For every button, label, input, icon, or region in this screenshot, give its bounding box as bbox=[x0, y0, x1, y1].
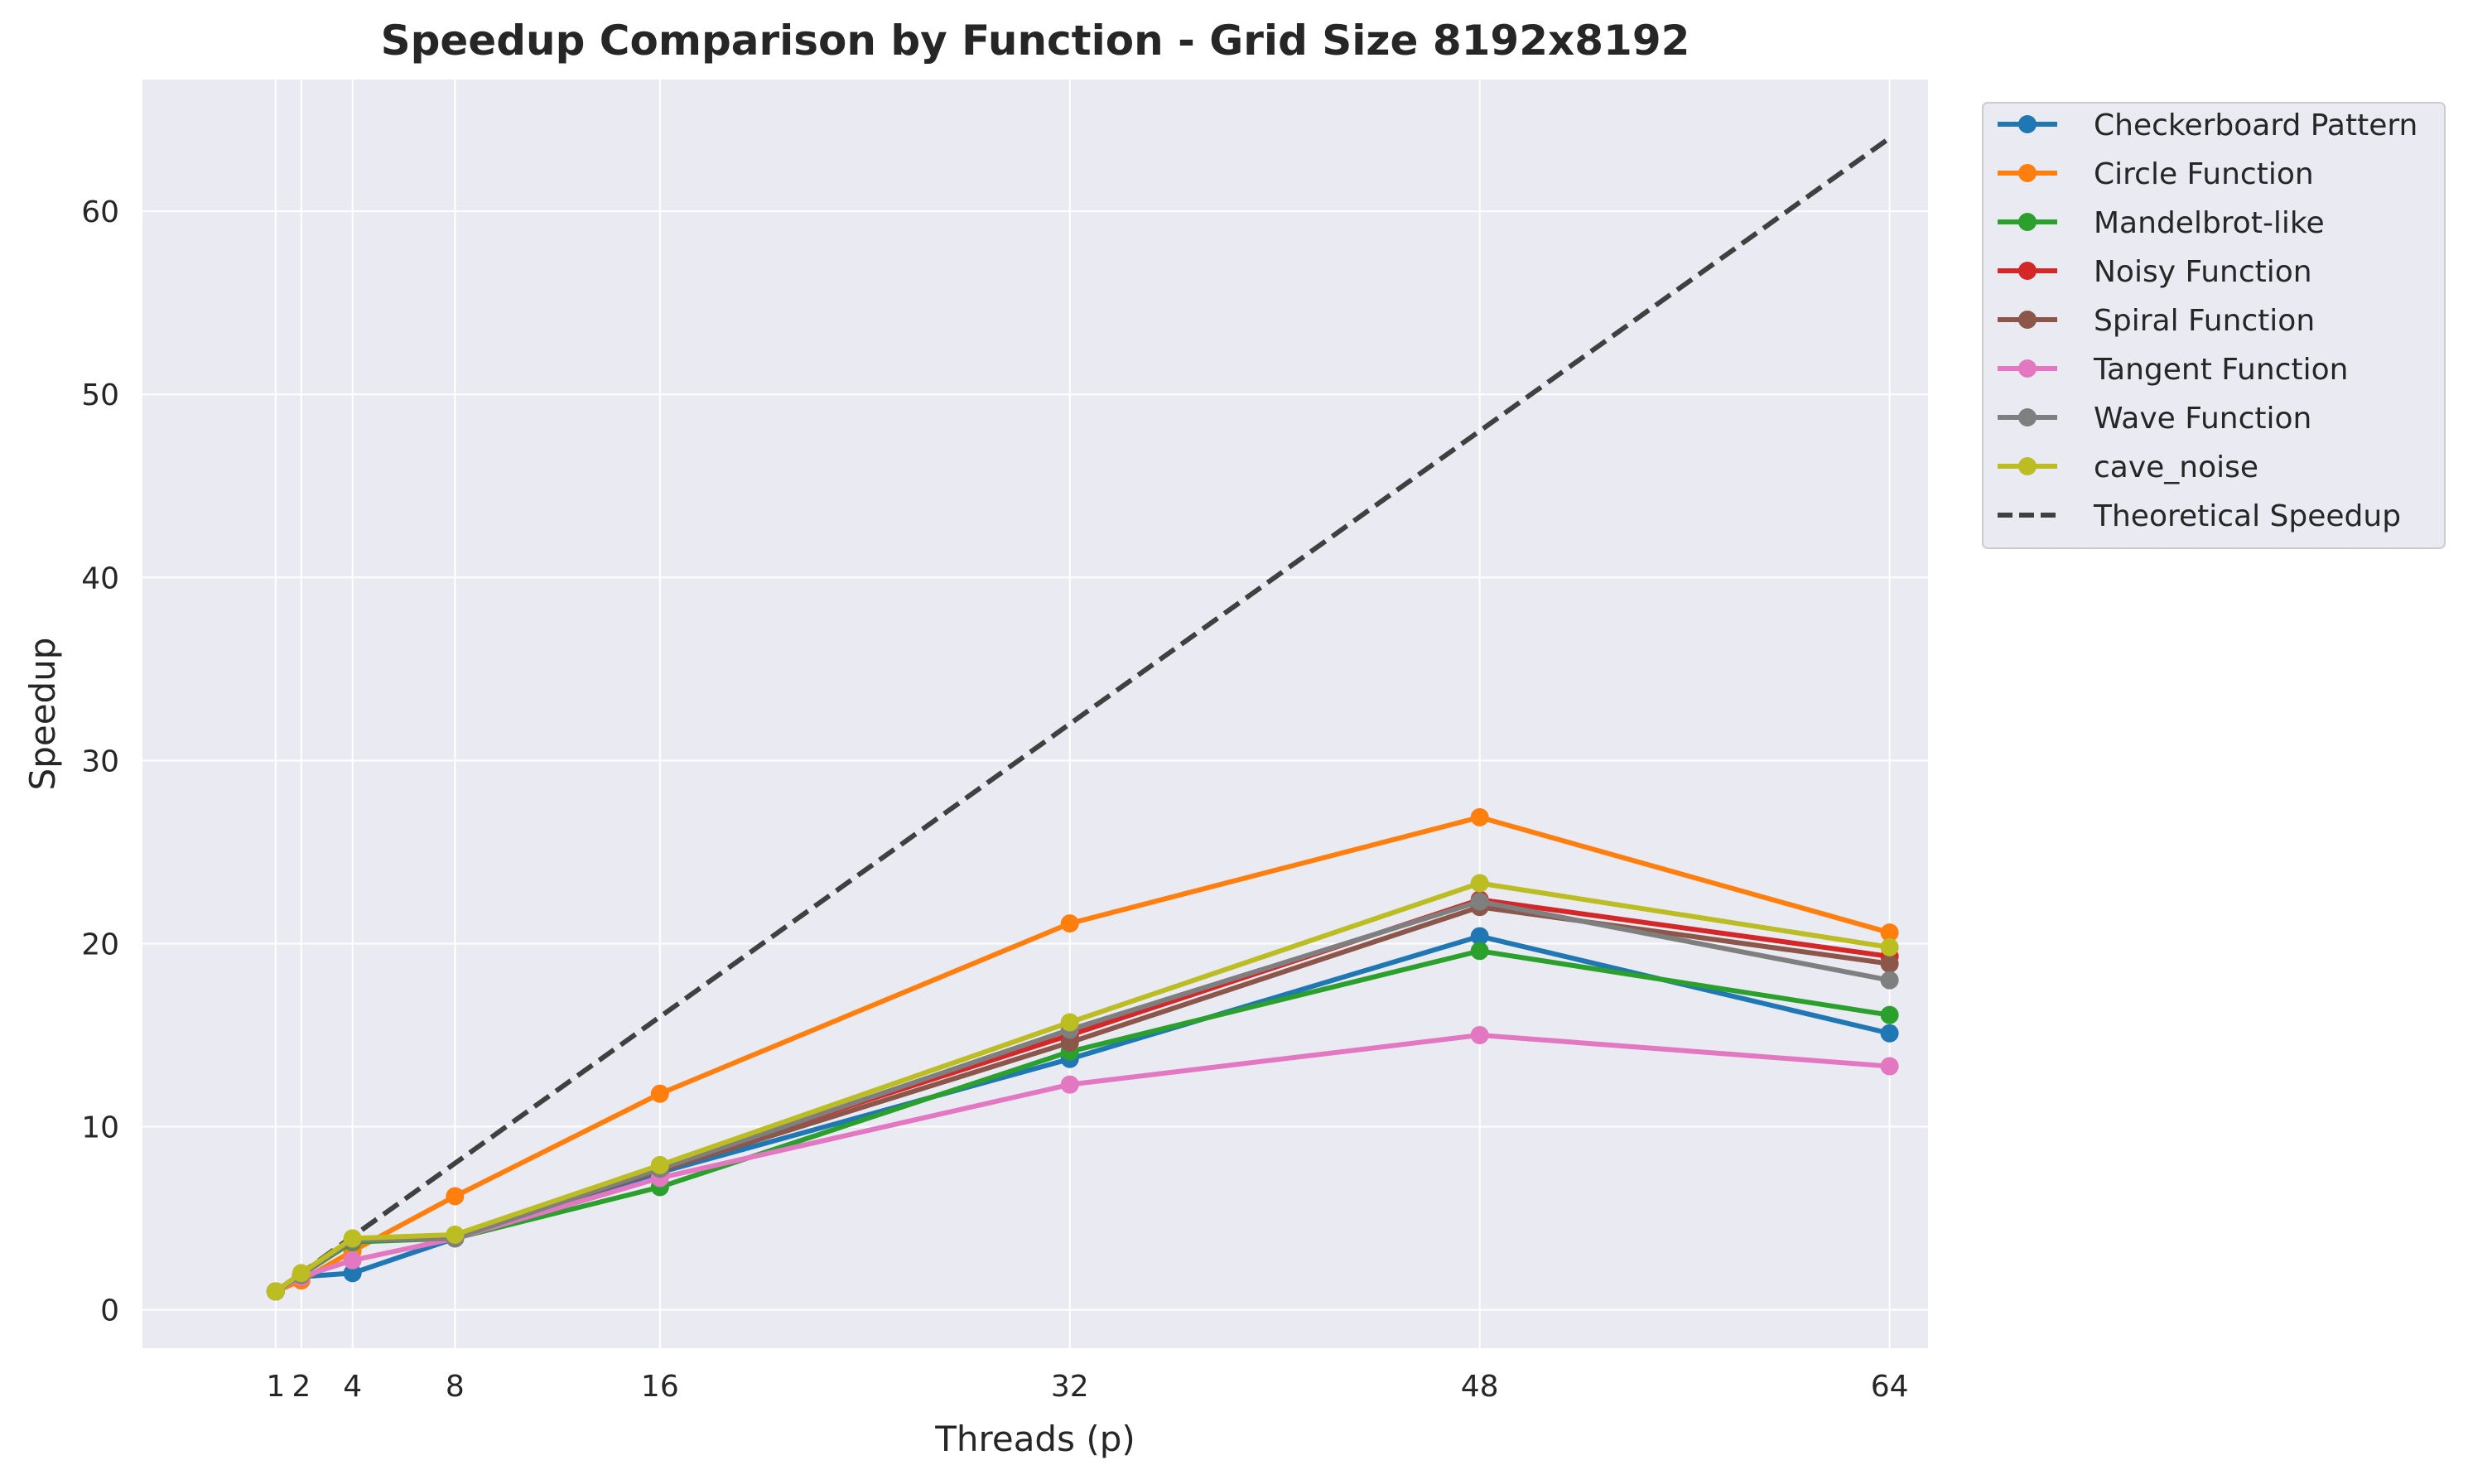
data-point bbox=[343, 1250, 362, 1270]
legend-marker bbox=[2018, 115, 2037, 133]
x-tick-labels: 1 2 4 8 16 32 48 64 bbox=[266, 1370, 1908, 1404]
legend-label: Circle Function bbox=[2094, 157, 2314, 191]
data-point bbox=[343, 1229, 362, 1248]
data-point bbox=[1470, 1025, 1489, 1044]
legend-label: Noisy Function bbox=[2094, 255, 2312, 289]
legend-marker bbox=[2018, 311, 2037, 329]
data-point bbox=[266, 1282, 285, 1301]
x-tick-label: 48 bbox=[1461, 1370, 1499, 1404]
data-point bbox=[1880, 923, 1899, 942]
y-tick-label: 60 bbox=[81, 195, 119, 229]
legend-marker bbox=[2018, 164, 2037, 182]
x-tick-label: 4 bbox=[343, 1370, 362, 1404]
y-tick-label: 0 bbox=[100, 1294, 119, 1328]
x-tick-label: 1 bbox=[266, 1370, 285, 1404]
data-point bbox=[1060, 914, 1079, 933]
data-point bbox=[650, 1084, 669, 1103]
legend-label: Wave Function bbox=[2094, 402, 2311, 436]
data-point bbox=[1060, 1075, 1079, 1094]
x-tick-label: 2 bbox=[292, 1370, 311, 1404]
data-point bbox=[1470, 927, 1489, 946]
legend: Checkerboard Pattern Circle Function Mande… bbox=[1982, 102, 2446, 549]
legend-label: cave_noise bbox=[2094, 450, 2258, 484]
legend-box bbox=[1982, 102, 2446, 549]
legend-item-noisy-function: Noisy Function bbox=[1998, 255, 2312, 289]
data-point bbox=[1060, 1033, 1079, 1052]
legend-marker bbox=[2018, 262, 2037, 280]
grid-lines bbox=[142, 80, 1928, 1348]
data-point bbox=[1470, 874, 1489, 893]
chart-title: Speedup Comparison by Function - Grid Si… bbox=[381, 17, 1690, 65]
series-line bbox=[274, 880, 1891, 1294]
y-tick-label: 50 bbox=[81, 378, 119, 412]
series-cave-noise bbox=[266, 874, 1899, 1301]
data-point bbox=[1880, 954, 1899, 973]
data-point bbox=[1470, 807, 1489, 826]
legend-marker bbox=[2018, 457, 2037, 475]
legend-item-cave-noise: cave_noise bbox=[1998, 450, 2258, 484]
data-point bbox=[1880, 1057, 1899, 1076]
data-point bbox=[1880, 1024, 1899, 1043]
legend-item-spiral-function: Spiral Function bbox=[1998, 304, 2315, 338]
plot-background bbox=[142, 80, 1928, 1348]
y-axis-label: Speedup bbox=[22, 638, 63, 791]
x-tick-label: 8 bbox=[446, 1370, 465, 1404]
legend-item-tangent-function: Tangent Function bbox=[1998, 353, 2348, 387]
legend-label: Spiral Function bbox=[2094, 304, 2315, 338]
x-tick-label: 32 bbox=[1051, 1370, 1089, 1404]
x-axis-label: Threads (p) bbox=[934, 1419, 1135, 1459]
legend-label: Checkerboard Pattern bbox=[2094, 108, 2417, 142]
y-tick-label: 40 bbox=[81, 561, 119, 595]
legend-marker bbox=[2018, 213, 2037, 231]
legend-item-circle-function: Circle Function bbox=[1998, 157, 2314, 191]
data-point bbox=[446, 1225, 465, 1244]
data-point bbox=[1880, 971, 1899, 990]
x-tick-label: 16 bbox=[641, 1370, 679, 1404]
data-point bbox=[650, 1155, 669, 1174]
legend-label: Mandelbrot-like bbox=[2094, 206, 2325, 240]
legend-label: Theoretical Speedup bbox=[2093, 499, 2401, 533]
series-layer bbox=[266, 807, 1899, 1301]
legend-item-checkerboard-pattern: Checkerboard Pattern bbox=[1998, 108, 2417, 142]
y-tick-label: 20 bbox=[81, 928, 119, 961]
legend-item-mandelbrot-like: Mandelbrot-like bbox=[1998, 206, 2325, 240]
legend-label: Tangent Function bbox=[2093, 353, 2348, 387]
y-tick-labels: 0 10 20 30 40 50 60 bbox=[81, 195, 119, 1327]
data-point bbox=[1470, 892, 1489, 911]
legend-marker bbox=[2018, 408, 2037, 426]
data-point bbox=[292, 1264, 311, 1283]
data-point bbox=[1060, 1013, 1079, 1032]
legend-item-theoretical-speedup: Theoretical Speedup bbox=[1998, 499, 2401, 533]
legend-marker bbox=[2018, 359, 2037, 378]
y-tick-label: 30 bbox=[81, 744, 119, 778]
data-point bbox=[343, 1264, 362, 1283]
data-point bbox=[446, 1187, 465, 1206]
data-point bbox=[1880, 1005, 1899, 1024]
y-tick-label: 10 bbox=[81, 1111, 119, 1145]
data-point bbox=[1880, 937, 1899, 956]
x-tick-label: 64 bbox=[1871, 1370, 1909, 1404]
legend-item-wave-function: Wave Function bbox=[1998, 402, 2311, 436]
data-point bbox=[1470, 942, 1489, 961]
